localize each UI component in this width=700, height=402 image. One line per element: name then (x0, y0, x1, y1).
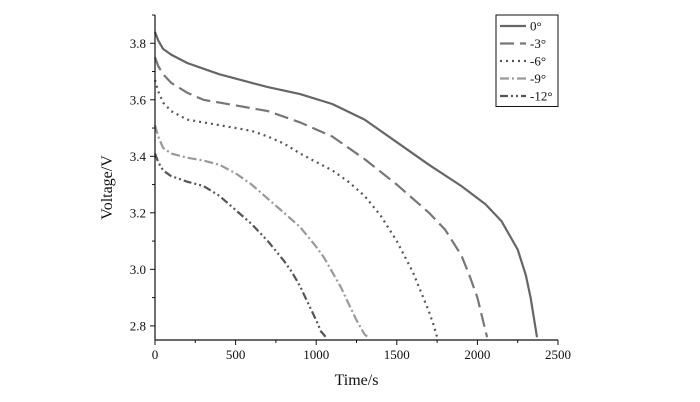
axes-layer: 0 500 1000 1500 2000 2500 2.8 3.0 3.2 3.4 3.6 3.8 (130, 14, 571, 362)
y-tick-label: 3.2 (130, 205, 146, 220)
legend-label-3: -9° (530, 71, 546, 86)
x-tick-label: 2000 (464, 347, 490, 362)
series-line-4 (153, 153, 327, 338)
series-layer (153, 31, 539, 339)
x-tick-label: 500 (226, 347, 246, 362)
y-tick-label: 3.8 (130, 36, 146, 51)
y-tick-label: 3.4 (130, 149, 147, 164)
y-axis-title: Voltage/V (99, 155, 116, 220)
series-line-0 (153, 31, 539, 338)
legend-label-4: -12° (530, 89, 553, 104)
legend-box (495, 14, 559, 107)
legend-label-1: -3° (530, 36, 546, 51)
series-line-2 (153, 79, 439, 338)
x-tick-label: 2500 (545, 347, 571, 362)
x-tick-label: 0 (152, 347, 159, 362)
legend: 0° -3° -6° -9° -12° (495, 14, 559, 107)
x-tick-label: 1500 (384, 347, 410, 362)
series-line-3 (153, 124, 369, 339)
y-tick-label: 3.0 (130, 262, 146, 277)
x-tick-label: 1000 (303, 347, 329, 362)
legend-label-2: -6° (530, 54, 546, 69)
y-tick-label: 2.8 (130, 318, 146, 333)
legend-label-0: 0° (530, 19, 542, 34)
x-axis-title: Time/s (335, 372, 379, 389)
y-tick-label: 3.6 (130, 92, 147, 107)
series-line-1 (153, 57, 489, 338)
